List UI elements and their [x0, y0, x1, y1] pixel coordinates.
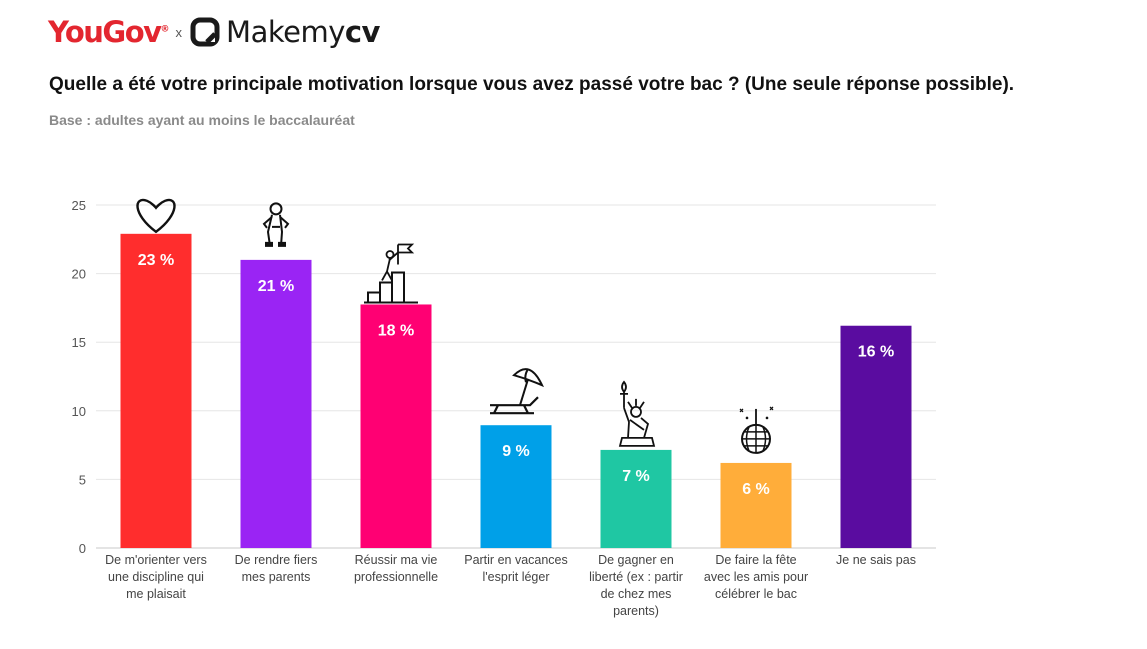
x-tick-label: l'esprit léger [483, 570, 550, 584]
bar [600, 449, 672, 548]
makemycv-logo: Makemycv [226, 15, 380, 49]
x-tick-label: De gagner en [598, 553, 674, 567]
person-pose-icon [262, 202, 290, 247]
bar [840, 325, 912, 548]
climbing-stairs-flag-icon [364, 243, 418, 304]
brand-separator: x [175, 24, 183, 40]
bar [480, 425, 552, 548]
makemycv-logo-icon [190, 17, 220, 47]
x-tick-label: Réussir ma vie [355, 553, 438, 567]
y-tick-label: 20 [72, 267, 86, 282]
bar [720, 462, 792, 548]
x-tick-label: mes parents [242, 570, 311, 584]
bar [360, 304, 432, 548]
y-tick-label: 15 [72, 335, 86, 350]
disco-ball-icon [739, 406, 774, 454]
bar-value-label: 7 % [622, 468, 650, 485]
x-tick-label: parents) [613, 604, 659, 618]
y-tick-label: 0 [79, 541, 86, 556]
x-tick-label: De m'orienter vers [105, 553, 207, 567]
x-tick-label: liberté (ex : partir [589, 570, 683, 584]
x-tick-label: De faire la fête [715, 553, 796, 567]
heart-icon [136, 198, 176, 234]
x-tick-label: une discipline qui [108, 570, 204, 584]
chart-base-subtitle: Base : adultes ayant au moins le baccala… [49, 112, 355, 128]
y-tick-label: 10 [72, 404, 86, 419]
x-tick-label: Je ne sais pas [836, 553, 916, 567]
beach-chair-umbrella-icon [490, 368, 545, 415]
bar [120, 233, 192, 548]
yougov-logo: YouGov® [48, 15, 170, 49]
x-tick-label: de chez mes [601, 587, 672, 601]
x-tick-label: De rendre fiers [235, 553, 318, 567]
x-tick-label: professionnelle [354, 570, 438, 584]
x-tick-label: me plaisait [126, 587, 186, 601]
brand-logos: YouGov® x Makemycv [48, 12, 380, 52]
bar-value-label: 6 % [742, 481, 770, 498]
statue-of-liberty-icon [618, 380, 656, 447]
bar-value-label: 23 % [138, 252, 174, 269]
y-tick-label: 5 [79, 472, 86, 487]
bar-value-label: 18 % [378, 322, 414, 339]
x-tick-label: célébrer le bac [715, 587, 797, 601]
bar [240, 259, 312, 548]
bar-value-label: 21 % [258, 278, 294, 295]
y-tick-label: 25 [72, 198, 86, 213]
bar-value-label: 16 % [858, 344, 894, 361]
chart-question-title: Quelle a été votre principale motivation… [49, 74, 1015, 95]
x-tick-label: avec les amis pour [704, 570, 808, 584]
bar-value-label: 9 % [502, 443, 530, 460]
x-tick-label: Partir en vacances [464, 553, 568, 567]
